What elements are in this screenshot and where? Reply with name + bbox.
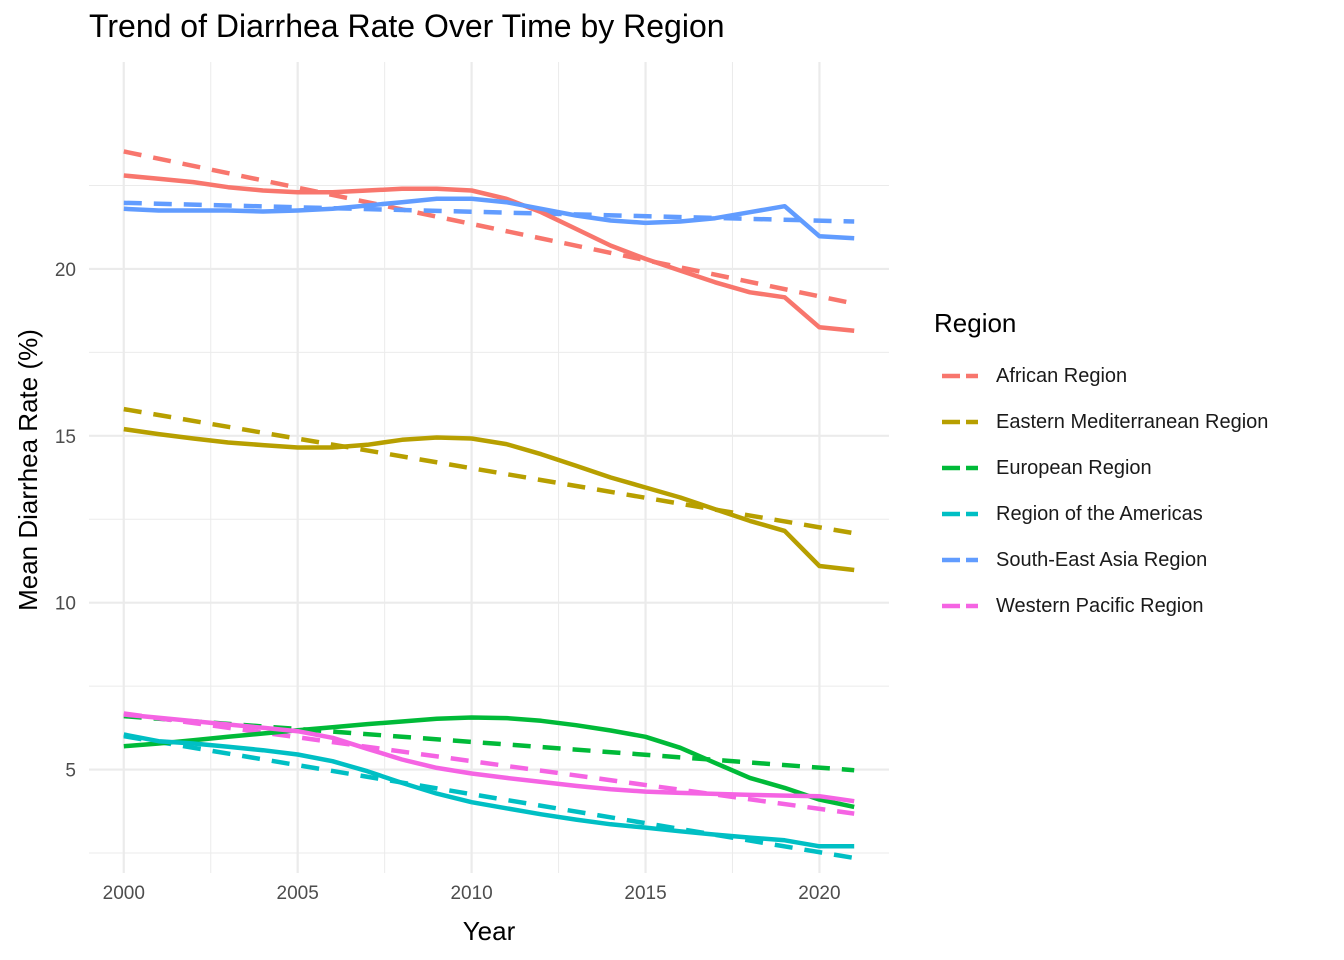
legend-key [942,603,978,609]
legend-key [942,465,978,471]
x-axis-title: Year [463,916,516,946]
legend-title: Region [934,308,1017,338]
x-tick-label: 2000 [103,883,145,904]
x-tick-label: 2010 [450,883,492,904]
legend-key [942,557,978,563]
legend-item: Eastern Mediterranean Region [934,399,1268,445]
series-lines [123,173,855,849]
legend-label: South-East Asia Region [996,548,1208,571]
trend-line [123,200,855,224]
y-tick-label: 10 [55,594,76,615]
legend-label: Eastern Mediterranean Region [996,410,1269,433]
legend-item: South-East Asia Region [934,537,1268,583]
y-tick-label: 15 [55,427,76,448]
series-line [123,715,855,810]
series-line [123,173,855,333]
chart-title: Trend of Diarrhea Rate Over Time by Regi… [89,8,725,44]
trend-line [123,733,855,861]
y-axis-title: Mean Diarrhea Rate (%) [13,329,43,611]
legend: Region African Region Eastern Mediterrane… [934,308,1268,629]
legend-items: African Region Eastern Mediterranean Regi… [934,353,1268,629]
y-tick-label: 20 [55,260,76,281]
trend-lines [123,149,855,861]
y-tick-label: 5 [65,761,76,782]
series-line [123,426,855,573]
legend-key [942,373,978,379]
x-tick-labels: 2000 2005 2010 2015 2020 [103,883,841,904]
x-tick-label: 2015 [624,883,666,904]
series-line [123,712,855,804]
legend-label: Western Pacific Region [996,594,1204,617]
series-line [123,732,855,849]
series-line [123,196,855,241]
legend-key [942,419,978,425]
trend-line [123,406,855,536]
legend-label: African Region [996,364,1128,387]
trend-line [123,149,855,306]
x-tick-label: 2020 [798,883,840,904]
legend-label: European Region [996,456,1152,479]
legend-item: African Region [934,353,1268,399]
x-tick-label: 2005 [277,883,319,904]
legend-item: Western Pacific Region [934,583,1268,629]
legend-label: Region of the Americas [996,502,1203,525]
legend-item: European Region [934,445,1268,491]
legend-key [942,511,978,517]
legend-item: Region of the Americas [934,491,1268,537]
trend-line [123,711,855,816]
y-tick-labels: 5 10 15 20 [55,260,76,782]
